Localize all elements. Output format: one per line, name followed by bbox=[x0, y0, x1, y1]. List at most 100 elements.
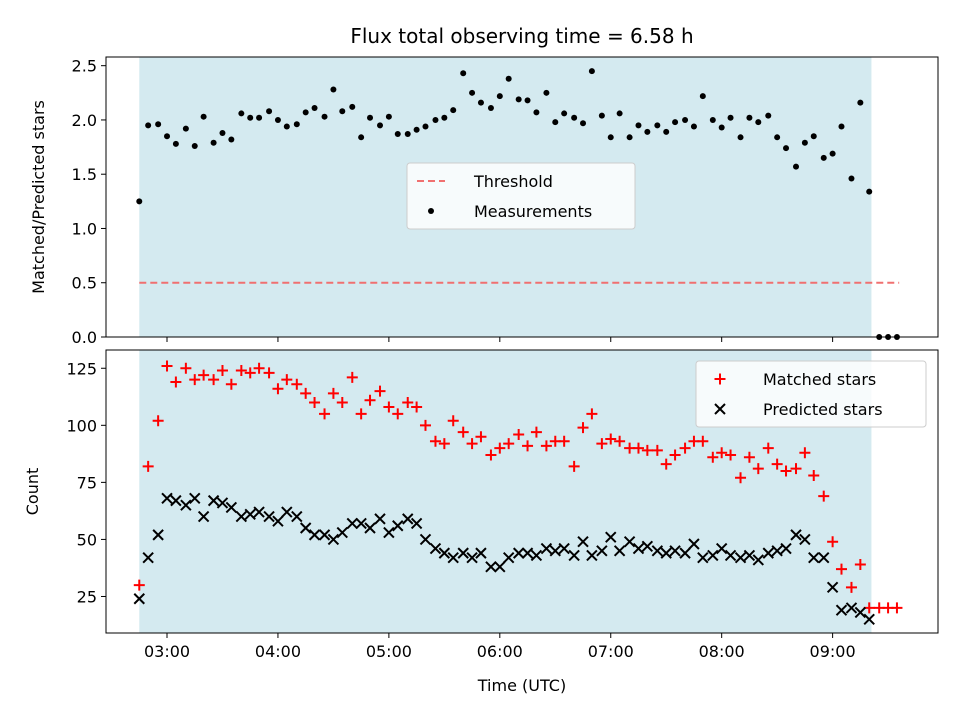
matched-star-point bbox=[198, 369, 210, 381]
y-tick-label: 2.0 bbox=[72, 111, 97, 130]
y-tick-label: 100 bbox=[66, 416, 97, 435]
predicted-star-point bbox=[336, 526, 348, 539]
predicted-star-point bbox=[808, 551, 820, 564]
predicted-star-point bbox=[142, 551, 154, 564]
chart-title: Flux total observing time = 6.58 h bbox=[350, 24, 693, 48]
x-tick-label: 03:00 bbox=[144, 642, 190, 661]
measurement-point bbox=[321, 113, 328, 120]
measurement-point bbox=[450, 107, 457, 114]
matched-star-point bbox=[568, 460, 580, 472]
predicted-star-point bbox=[197, 510, 210, 523]
predicted-star-point bbox=[558, 542, 570, 555]
matched-star-point bbox=[540, 440, 552, 452]
matched-star-point bbox=[485, 449, 497, 461]
count-x-ticks: 03:00 04:00 05:00 06:00 07:00 08:00 09:00 bbox=[144, 633, 856, 661]
predicted-star-point bbox=[780, 542, 792, 555]
x-tick-label: 08:00 bbox=[699, 642, 745, 661]
matched-star-point bbox=[447, 415, 459, 427]
measurement-point bbox=[755, 119, 762, 126]
predicted-star-point bbox=[641, 540, 654, 552]
legend-entry-label: Matched stars bbox=[763, 370, 876, 389]
predicted-star-point bbox=[826, 581, 839, 594]
matched-star-point bbox=[263, 367, 275, 379]
measurement-point bbox=[552, 119, 559, 126]
predicted-star-point bbox=[216, 497, 229, 509]
measurement-point bbox=[274, 116, 281, 123]
count-panel: 03:00 04:00 05:00 06:00 07:00 08:00 09:00 25 50… bbox=[23, 349, 939, 695]
matched-star-point bbox=[309, 396, 321, 408]
measurement-point bbox=[598, 112, 605, 119]
matched-star-point bbox=[133, 579, 145, 591]
matched-star-point bbox=[614, 435, 626, 447]
legend-entry-label: Measurements bbox=[474, 202, 592, 221]
predicted-star-point bbox=[605, 531, 617, 543]
matched-star-point bbox=[827, 536, 839, 548]
legend-box bbox=[406, 162, 636, 230]
matched-star-point bbox=[235, 365, 247, 377]
predicted-star-point bbox=[743, 549, 756, 562]
predicted-star-point bbox=[170, 494, 182, 507]
ratio-y-axis-label: Matched/Predicted stars bbox=[29, 100, 48, 294]
measurement-point bbox=[718, 124, 725, 131]
measurement-point bbox=[580, 120, 587, 127]
measurement-point bbox=[358, 134, 365, 141]
measurement-point bbox=[469, 89, 476, 96]
y-tick-label: 50 bbox=[77, 530, 97, 549]
measurement-point bbox=[377, 122, 384, 129]
x-tick-label: 05:00 bbox=[366, 642, 412, 661]
measurement-point bbox=[543, 89, 550, 96]
ratio-x-ticks bbox=[166, 337, 834, 342]
measurement-point bbox=[727, 114, 734, 121]
measurement-point bbox=[349, 103, 356, 110]
measurement-point bbox=[571, 114, 578, 121]
predicted-star-point bbox=[364, 522, 376, 534]
measurement-point bbox=[644, 128, 651, 135]
matched-star-point bbox=[216, 365, 228, 377]
matched-star-point bbox=[522, 440, 534, 452]
predicted-star-point bbox=[568, 549, 580, 562]
matched-star-point bbox=[586, 408, 598, 420]
measurement-point bbox=[182, 125, 189, 132]
measurement-point bbox=[810, 133, 817, 140]
measurement-point bbox=[765, 112, 772, 119]
measurement-point bbox=[588, 68, 595, 75]
predicted-star-point bbox=[263, 510, 275, 523]
matched-star-point bbox=[752, 463, 764, 475]
predicted-star-point bbox=[346, 517, 358, 530]
matched-star-point bbox=[466, 438, 478, 450]
matched-star-point bbox=[383, 401, 395, 413]
matched-star-point bbox=[336, 396, 348, 408]
predicted-star-point bbox=[530, 549, 543, 562]
predicted-star-point bbox=[540, 542, 553, 555]
predicted-star-point bbox=[374, 513, 386, 525]
predicted-star-point bbox=[355, 517, 367, 530]
ratio-panel: 0.0 0.5 1.0 1.5 2.0 2.5 Matched/Predicted sta… bbox=[29, 56, 939, 347]
predicted-star-point bbox=[660, 547, 672, 559]
x-tick-label: 04:00 bbox=[255, 642, 301, 661]
measurement-point bbox=[672, 119, 679, 126]
matched-star-point bbox=[170, 376, 182, 388]
predicted-star-point bbox=[697, 551, 709, 564]
matched-star-point bbox=[208, 374, 220, 386]
matched-star-point bbox=[697, 435, 709, 447]
y-tick-label: 25 bbox=[77, 587, 97, 606]
predicted-star-point bbox=[207, 494, 220, 507]
matched-star-point bbox=[835, 563, 847, 575]
matched-star-point bbox=[291, 378, 303, 390]
x-tick-label: 07:00 bbox=[588, 642, 634, 661]
measurement-point bbox=[829, 150, 836, 157]
measurement-point bbox=[191, 142, 198, 149]
predicted-star-point bbox=[457, 547, 469, 559]
predicted-star-point bbox=[724, 549, 737, 562]
matched-star-point bbox=[244, 367, 256, 379]
ratio-legend: Threshold Measurements bbox=[406, 162, 636, 230]
measurement-point bbox=[441, 114, 448, 121]
predicted-star-point bbox=[161, 492, 173, 505]
matched-star-point bbox=[419, 419, 431, 431]
predicted-star-point bbox=[318, 529, 331, 541]
y-tick-label: 125 bbox=[66, 359, 97, 378]
matched-star-point bbox=[411, 401, 423, 413]
predicted-star-point bbox=[180, 499, 192, 511]
predicted-star-point bbox=[475, 547, 487, 559]
